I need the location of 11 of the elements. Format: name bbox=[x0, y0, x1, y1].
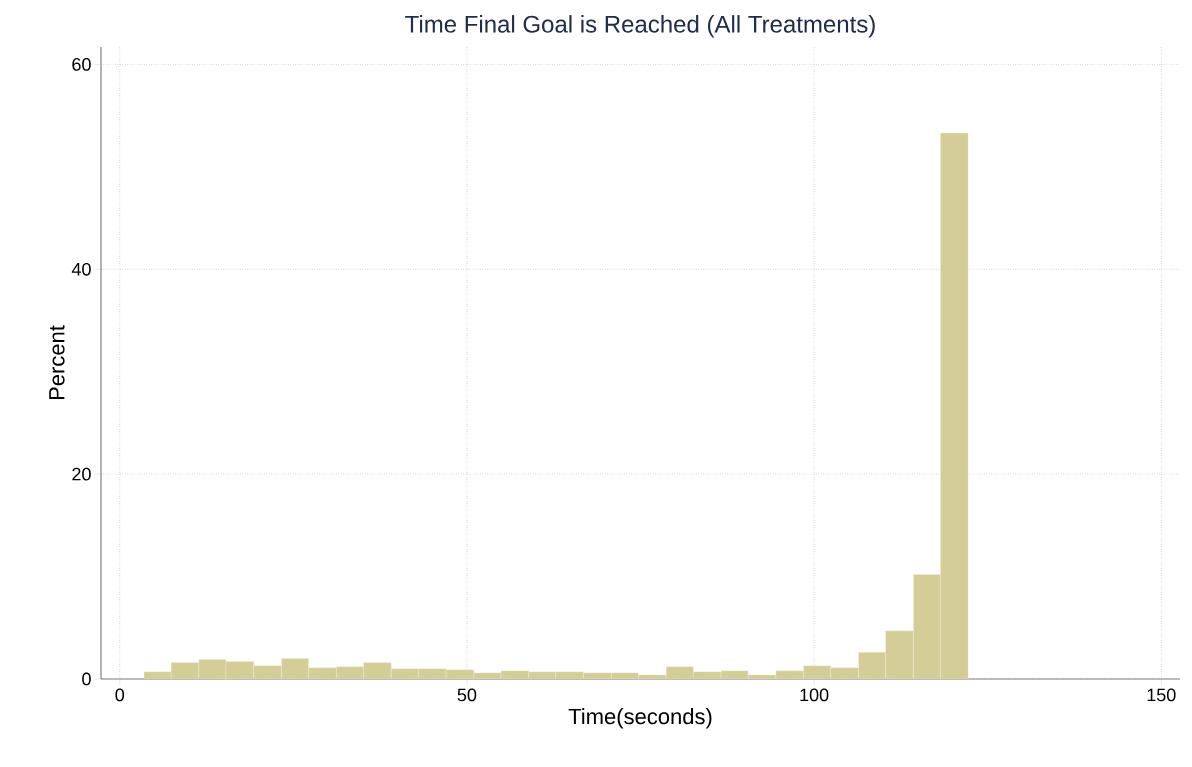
x-axis-title: Time(seconds) bbox=[568, 708, 712, 729]
x-tick-label: 150 bbox=[1147, 688, 1176, 702]
y-axis-title: Percent bbox=[49, 325, 65, 400]
y-tick-label: 20 bbox=[72, 467, 91, 481]
chart-title: Time Final Goal is Reached (All Treatments) bbox=[405, 15, 875, 38]
y-tick-label: 0 bbox=[82, 672, 91, 686]
y-tick-label: 40 bbox=[71, 262, 91, 276]
x-tick-label: 0 bbox=[115, 688, 125, 702]
x-tick-label: 50 bbox=[457, 688, 477, 702]
x-tick-label: 100 bbox=[800, 688, 829, 702]
y-tick-label: 60 bbox=[72, 58, 91, 71]
